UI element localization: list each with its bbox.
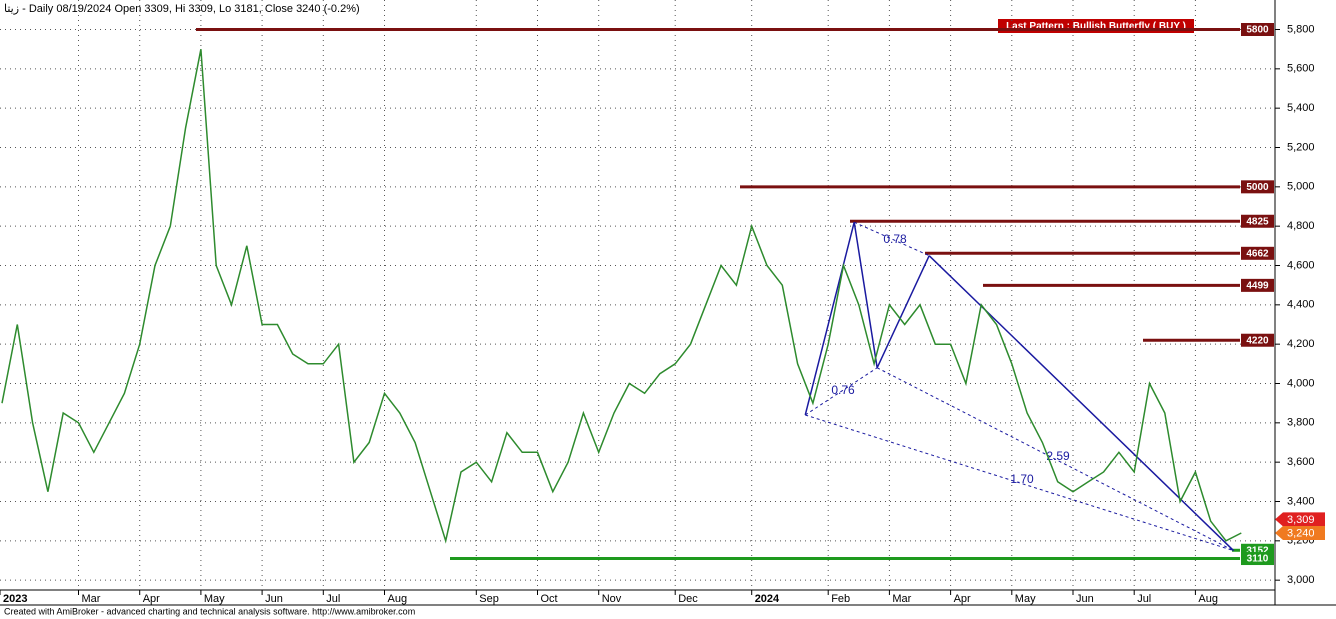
y-tick-label: 5,600 <box>1287 63 1315 75</box>
x-tick-label: Aug <box>388 593 408 605</box>
pattern-leg <box>804 222 855 416</box>
x-tick-label: May <box>204 593 225 605</box>
x-tick-label: 2023 <box>3 593 27 605</box>
y-tick-label: 5,800 <box>1287 23 1315 35</box>
pattern-leg <box>853 222 878 368</box>
x-tick-label: Apr <box>143 593 160 605</box>
x-tick-label: 2024 <box>755 593 780 605</box>
level-tag <box>1241 246 1274 260</box>
x-tick-label: Apr <box>954 593 971 605</box>
x-tick-label: Feb <box>831 593 850 605</box>
price-line <box>1 49 1242 544</box>
chart-title: زيتا - Daily 08/19/2024 Open 3309, Hi 33… <box>4 3 360 15</box>
level-tag <box>1241 552 1274 566</box>
y-tick-label: 4,600 <box>1287 259 1315 271</box>
x-tick-label: Jul <box>1137 593 1151 605</box>
price-tag <box>1275 525 1325 540</box>
level-label: 4499 <box>1246 281 1269 292</box>
pattern-leg <box>928 255 1235 552</box>
y-tick-label: 3,400 <box>1287 495 1315 507</box>
pattern-ratio-line <box>876 367 1234 552</box>
y-tick-label: 4,400 <box>1287 299 1315 311</box>
level-label: 5000 <box>1246 182 1269 193</box>
pattern-ratio: 0.78 <box>883 232 907 246</box>
x-tick-label: Jul <box>326 593 340 605</box>
y-tick-label: 5,200 <box>1287 141 1315 153</box>
y-tick-label: 5,000 <box>1287 181 1315 193</box>
level-label: 4825 <box>1246 216 1269 227</box>
x-tick-label: Dec <box>678 593 698 605</box>
pattern-leg <box>876 255 930 369</box>
x-tick-label: Aug <box>1198 593 1218 605</box>
level-label: 4220 <box>1246 335 1269 346</box>
x-tick-label: May <box>1015 593 1036 605</box>
level-label: 3110 <box>1247 554 1269 565</box>
level-tag <box>1241 278 1274 292</box>
pattern-ratio: 0.76 <box>831 383 855 397</box>
footer: Created with AmiBroker - advanced charti… <box>4 606 415 616</box>
price-tag-label: 3,309 <box>1287 514 1315 526</box>
y-tick-label: 3,000 <box>1287 574 1315 586</box>
level-tag <box>1241 214 1274 228</box>
x-tick-label: Sep <box>479 593 499 605</box>
x-tick-label: Jun <box>1076 593 1094 605</box>
level-tag <box>1241 180 1274 194</box>
price-tag-label: 3,240 <box>1287 527 1315 539</box>
x-tick-label: Mar <box>82 593 101 605</box>
pattern-ratio-line <box>804 367 878 416</box>
level-label: 5800 <box>1246 25 1269 36</box>
y-tick-label: 4,000 <box>1287 377 1315 389</box>
y-tick-label: 3,600 <box>1287 456 1315 468</box>
price-tag <box>1275 512 1325 527</box>
level-label: 4662 <box>1246 248 1269 259</box>
pattern-ratio: 2.59 <box>1046 449 1070 463</box>
pattern-ratio-line <box>854 221 930 257</box>
pattern-ratio: 1.70 <box>1010 472 1034 486</box>
x-tick-label: Mar <box>892 593 911 605</box>
pattern-ratio-line <box>805 414 1234 552</box>
y-tick-label: 4,800 <box>1287 220 1315 232</box>
x-tick-label: Oct <box>541 593 558 605</box>
level-label: 3152 <box>1246 545 1269 556</box>
x-tick-label: Nov <box>602 593 622 605</box>
x-tick-label: Jun <box>265 593 283 605</box>
pattern-label: Last Pattern : Bullish Butterfly ( BUY ) <box>1006 21 1186 32</box>
y-tick-label: 3,800 <box>1287 417 1315 429</box>
y-tick-label: 5,400 <box>1287 102 1315 114</box>
level-tag <box>1241 23 1274 36</box>
y-tick-label: 4,200 <box>1287 338 1315 350</box>
level-tag <box>1241 333 1274 347</box>
